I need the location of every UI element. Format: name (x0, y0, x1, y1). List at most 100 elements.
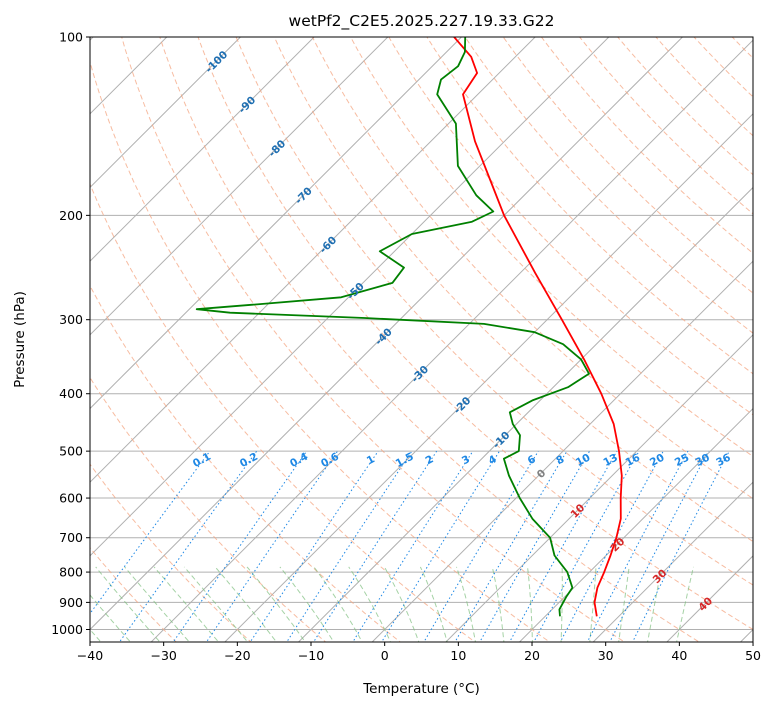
x-tick-label: −30 (150, 648, 176, 663)
isotherm-line (592, 481, 753, 642)
dry-adiabat (121, 37, 626, 642)
isotherm-line (150, 39, 753, 642)
mixing-ratio-line (586, 450, 689, 642)
mixing-ratio-label: 8 (554, 453, 566, 467)
dry-adiabat (655, 37, 753, 137)
mixing-ratio-line (286, 450, 413, 642)
dry-adiabat (502, 37, 753, 294)
isotherm-label: 40 (696, 595, 715, 614)
chart-title: wetPf2_C2E5.2025.227.19.33.G22 (289, 12, 555, 31)
temperature-line (453, 37, 623, 617)
isotherm-label: 10 (568, 502, 587, 521)
mixing-ratio-line (172, 450, 308, 642)
isotherm-line (445, 334, 753, 642)
x-tick-label: 0 (381, 648, 389, 663)
dry-adiabat (197, 37, 753, 631)
x-tick-label: 40 (671, 648, 687, 663)
dry-adiabat (578, 37, 753, 215)
mixing-ratio-line (533, 450, 640, 642)
mixing-ratio-label: 0.4 (288, 451, 310, 470)
mixing-ratio-line (609, 450, 709, 642)
moist-adiabat (214, 566, 278, 642)
isotherm-line (90, 37, 242, 189)
dry-adiabat (350, 37, 753, 457)
dewpoint-line (195, 37, 590, 617)
x-tick-label: 20 (524, 648, 540, 663)
moist-adiabat (419, 566, 448, 642)
mixing-ratio-line (381, 450, 500, 642)
y-tick-label: 700 (59, 530, 83, 545)
dry-adiabat (311, 37, 753, 500)
moist-adiabat (348, 566, 392, 642)
axes: −40 −30 −20 −10 0 10 20 30 40 5010020030040050060… (51, 30, 761, 664)
moist-adiabat (383, 566, 420, 642)
isotherm-label: -10 (491, 429, 513, 451)
dry-adiabat (90, 284, 402, 642)
y-tick-label: 900 (59, 595, 83, 610)
dry-adiabat (235, 37, 753, 586)
y-tick-label: 200 (59, 208, 83, 223)
moist-adiabat (589, 566, 597, 642)
x-tick-label: −10 (298, 648, 324, 663)
moist-adiabat (491, 566, 505, 642)
x-tick-label: 30 (598, 648, 614, 663)
isotherm-label: -20 (452, 395, 474, 417)
dry-adiabat (90, 376, 327, 642)
y-tick-label: 1000 (51, 622, 83, 637)
mixing-ratio-label: 20 (648, 452, 667, 469)
y-tick-label: 300 (59, 312, 83, 327)
moist-adiabat (560, 566, 563, 642)
mixing-ratio-label: 0.2 (238, 451, 260, 470)
mixing-ratio-line (118, 450, 258, 642)
mixing-ratio-label: 1.5 (394, 451, 416, 470)
isotherm-label: -90 (236, 94, 258, 116)
isotherm-label: -50 (345, 280, 367, 302)
moist-adiabat (618, 566, 630, 642)
dry-adiabat (464, 37, 753, 334)
x-tick-label: 50 (745, 648, 761, 663)
mixing-ratio-label: 1 (365, 453, 377, 467)
profile-lines (195, 37, 623, 617)
mixing-ratio-label: 3 (460, 453, 472, 467)
mixing-ratio-line (205, 450, 339, 642)
moist-adiabat (527, 566, 533, 642)
isotherm-label: 30 (651, 567, 670, 586)
dry-adiabat (90, 59, 551, 642)
dry-adiabat (90, 463, 252, 642)
moist-adiabat (124, 566, 190, 642)
mixing-ratio-label: 10 (574, 452, 593, 469)
isotherm-label: -80 (266, 138, 288, 160)
dry-adiabat (273, 37, 753, 543)
dry-adiabat (90, 182, 476, 642)
moist-adiabat (313, 566, 363, 642)
x-axis-title: Temperature (°C) (362, 681, 480, 697)
x-tick-label: −40 (77, 648, 103, 663)
mixing-ratio-line (632, 450, 730, 642)
isotherm-line (739, 628, 753, 642)
dry-adiabat (159, 37, 700, 642)
mixing-ratio-label: 0.1 (191, 451, 213, 470)
mixing-ratio-line (312, 450, 438, 642)
dry-adiabat (426, 37, 753, 375)
y-axis-title: Pressure (hPa) (12, 291, 28, 388)
mixing-ratio-line (90, 450, 211, 615)
x-tick-label: 10 (450, 648, 466, 663)
moist-adiabat (90, 628, 102, 642)
moist-adiabat (676, 566, 694, 642)
isotherm-line (224, 113, 753, 642)
mixing-ratio-line (509, 450, 618, 642)
mixing-ratio-label: 6 (526, 453, 538, 467)
isotherm-line (90, 37, 684, 631)
isotherm-line (90, 37, 536, 483)
plot-frame (89, 36, 754, 643)
dry-adiabat (693, 37, 753, 98)
isotherm-label: -70 (293, 185, 315, 207)
y-tick-label: 600 (59, 491, 83, 506)
isotherm-label: -40 (373, 326, 395, 348)
mixing-ratio-line (423, 450, 539, 642)
dry-adiabat (90, 546, 177, 642)
y-tick-label: 800 (59, 565, 83, 580)
isotherm-line (90, 37, 463, 410)
moist-adiabat (183, 566, 249, 642)
